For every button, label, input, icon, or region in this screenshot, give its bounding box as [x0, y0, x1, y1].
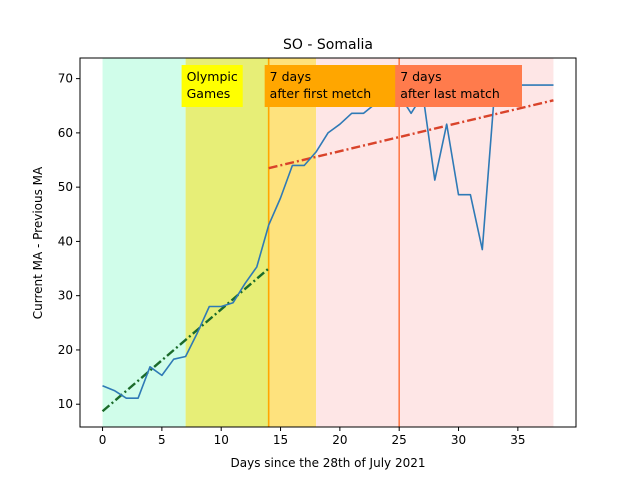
- x-tick-label-6: 30: [451, 433, 466, 447]
- x-tick-label-0: 0: [99, 433, 107, 447]
- period-band-3: [316, 58, 554, 427]
- chart-title: SO - Somalia: [283, 37, 373, 53]
- y-tick-label-3: 40: [58, 234, 73, 248]
- annotation-text-0-1: Games: [187, 86, 231, 101]
- period-band-1: [185, 58, 269, 427]
- x-axis-label: Days since the 28th of July 2021: [231, 456, 426, 470]
- trend-line-1: [268, 99, 554, 170]
- x-tick-label-7: 35: [510, 433, 525, 447]
- y-tick-label-6: 70: [58, 72, 73, 86]
- annotation-box-1: [264, 65, 399, 107]
- annotation-2: 7 days after last match: [395, 65, 522, 107]
- y-tick-label-5: 60: [58, 126, 73, 140]
- annotation-text-0-0: Olympic: [187, 69, 238, 84]
- annotation-text-2-1: after last match: [400, 86, 500, 101]
- annotation-text-2-0: 7 days: [400, 69, 441, 84]
- y-tick-label-0: 10: [58, 397, 73, 411]
- plot-frame: [79, 57, 577, 428]
- annotation-box-2: [395, 65, 522, 107]
- annotation-text-1-0: 7 days: [270, 69, 311, 84]
- x-tick-label-5: 25: [392, 433, 407, 447]
- annotation-box-0: [181, 65, 243, 107]
- series-line-0: [102, 67, 554, 400]
- annotation-text-1-1: after first metch: [270, 86, 372, 101]
- period-band-2: [268, 58, 317, 427]
- y-tick-label-1: 20: [58, 343, 73, 357]
- x-tick-label-3: 15: [273, 433, 288, 447]
- x-tick-label-1: 5: [158, 433, 166, 447]
- x-tick-label-4: 20: [332, 433, 347, 447]
- period-band-0: [102, 58, 186, 427]
- annotation-1: 7 days after first metch: [264, 65, 399, 107]
- y-tick-label-4: 50: [58, 180, 73, 194]
- annotation-0: Olympic Games: [181, 65, 243, 107]
- y-tick-label-2: 30: [58, 289, 73, 303]
- x-tick-label-2: 10: [214, 433, 229, 447]
- trend-line-0: [101, 267, 270, 413]
- y-axis-label: Current MA - Previous MA: [31, 166, 45, 319]
